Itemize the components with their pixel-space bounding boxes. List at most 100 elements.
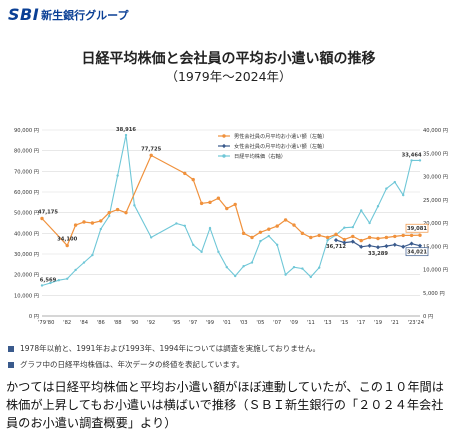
chart-subtitle: （1979年～2024年）	[165, 69, 292, 84]
data-point	[49, 281, 52, 285]
data-point	[384, 235, 389, 240]
x-tick-label: '23	[408, 320, 416, 326]
data-label: 34,100	[57, 237, 77, 243]
data-point	[409, 233, 414, 238]
note-text: グラフ中の日経平均株価は、年次データの終値を表記しています。	[20, 360, 245, 369]
data-point	[40, 216, 44, 221]
data-point	[225, 265, 228, 269]
note-1: 1978年以前と、1991年および1993年、1994年については調査を実施して…	[8, 343, 320, 354]
x-tick-label: '97	[189, 320, 197, 326]
data-point	[57, 278, 60, 282]
note-bullet-icon	[8, 345, 14, 352]
data-point	[225, 206, 229, 211]
data-point	[342, 237, 347, 242]
data-point	[351, 234, 355, 239]
x-tick-label: '07	[273, 320, 281, 326]
data-point	[233, 202, 237, 207]
data-point	[367, 243, 372, 248]
data-point	[74, 268, 77, 272]
data-point	[283, 218, 288, 222]
x-tick-label: '79	[38, 320, 46, 326]
data-point	[258, 230, 263, 234]
data-point	[418, 233, 422, 237]
y-right-tick-label: 0 円	[423, 313, 433, 320]
y-left-tick-label: 30,000 円	[14, 251, 39, 258]
x-tick-label: '92	[147, 320, 155, 326]
data-point	[276, 243, 279, 247]
data-point	[73, 223, 78, 227]
data-point	[124, 133, 128, 137]
data-point	[292, 265, 296, 269]
y-right-tick-label: 30,000 円	[423, 174, 448, 181]
y-left-tick-label: 40,000 円	[14, 230, 39, 237]
data-point	[292, 223, 296, 227]
data-point	[208, 226, 212, 230]
x-tick-label: '95	[172, 320, 180, 326]
chart-title: 日経平均株価と会社員の平均お小遣い額の推移	[81, 51, 376, 67]
data-point	[401, 233, 405, 238]
data-label: 33,289	[368, 251, 388, 257]
data-label: 36,712	[326, 244, 346, 250]
data-point	[417, 243, 423, 248]
data-point	[250, 261, 254, 264]
data-point	[325, 235, 330, 240]
data-label: 6,569	[40, 277, 57, 283]
data-point	[175, 222, 178, 225]
data-point	[99, 227, 103, 231]
x-tick-label: '05	[256, 320, 264, 326]
data-point	[309, 275, 312, 279]
x-tick-label: '19	[374, 320, 382, 326]
brand-logo: SBI 新生銀行グループ	[8, 5, 129, 24]
y-right-tick-label: 35,000 円	[423, 150, 448, 157]
data-point	[199, 201, 204, 206]
data-point	[284, 273, 287, 276]
y-left-tick-label: 90,000 円	[14, 127, 39, 134]
data-point	[275, 224, 279, 228]
x-tick-label: '86	[97, 320, 105, 326]
data-label: 38,916	[116, 127, 136, 133]
data-point	[301, 267, 304, 270]
y-left-tick-label: 70,000 円	[14, 168, 39, 175]
x-tick-label: '90	[130, 320, 138, 326]
data-point	[375, 245, 381, 250]
data-point	[150, 236, 153, 239]
y-right-tick-label: 25,000 円	[423, 197, 448, 204]
data-point	[107, 210, 111, 215]
series-line-0	[41, 154, 421, 247]
data-point	[360, 209, 363, 212]
data-point	[376, 205, 380, 208]
data-point	[216, 196, 221, 200]
y-right-tick-label: 20,000 円	[423, 220, 448, 227]
data-point	[317, 233, 321, 238]
data-point	[333, 238, 339, 243]
data-point	[116, 174, 119, 177]
data-point	[65, 243, 69, 248]
y-right-tick-label: 40,000 円	[423, 127, 448, 134]
y-left-tick-label: 80,000 円	[14, 148, 39, 155]
data-point	[133, 204, 136, 207]
data-label: 33,464	[402, 152, 422, 158]
legend-marker	[222, 154, 226, 158]
data-point	[326, 239, 329, 242]
data-point	[393, 234, 397, 239]
x-tick-label: '01	[223, 320, 231, 326]
y-left-tick-label: 50,000 円	[14, 210, 39, 217]
y-right-tick-label: 15,000 円	[423, 243, 448, 250]
data-point	[234, 274, 237, 278]
infographic-card: SBI 新生銀行グループ 日経平均株価と会社員の平均お小遣い額の推移 （1979…	[8, 5, 448, 369]
legend-label: 男性会社員の月平均お小遣い額（左軸）	[234, 132, 327, 140]
x-tick-label: '21	[391, 320, 399, 326]
data-point	[393, 180, 396, 184]
data-label-box	[405, 247, 429, 257]
data-point	[250, 235, 254, 240]
data-point	[359, 238, 363, 243]
data-point	[376, 236, 380, 241]
data-label: 47,175	[38, 210, 58, 216]
y-left-tick-label: 0 円	[29, 313, 39, 320]
y-right-tick-label: 10,000 円	[423, 267, 448, 274]
series-line-2	[41, 134, 420, 287]
data-point	[90, 221, 95, 225]
y-left-tick-label: 10,000 円	[14, 292, 39, 299]
data-point	[242, 265, 245, 268]
data-point	[300, 231, 305, 236]
